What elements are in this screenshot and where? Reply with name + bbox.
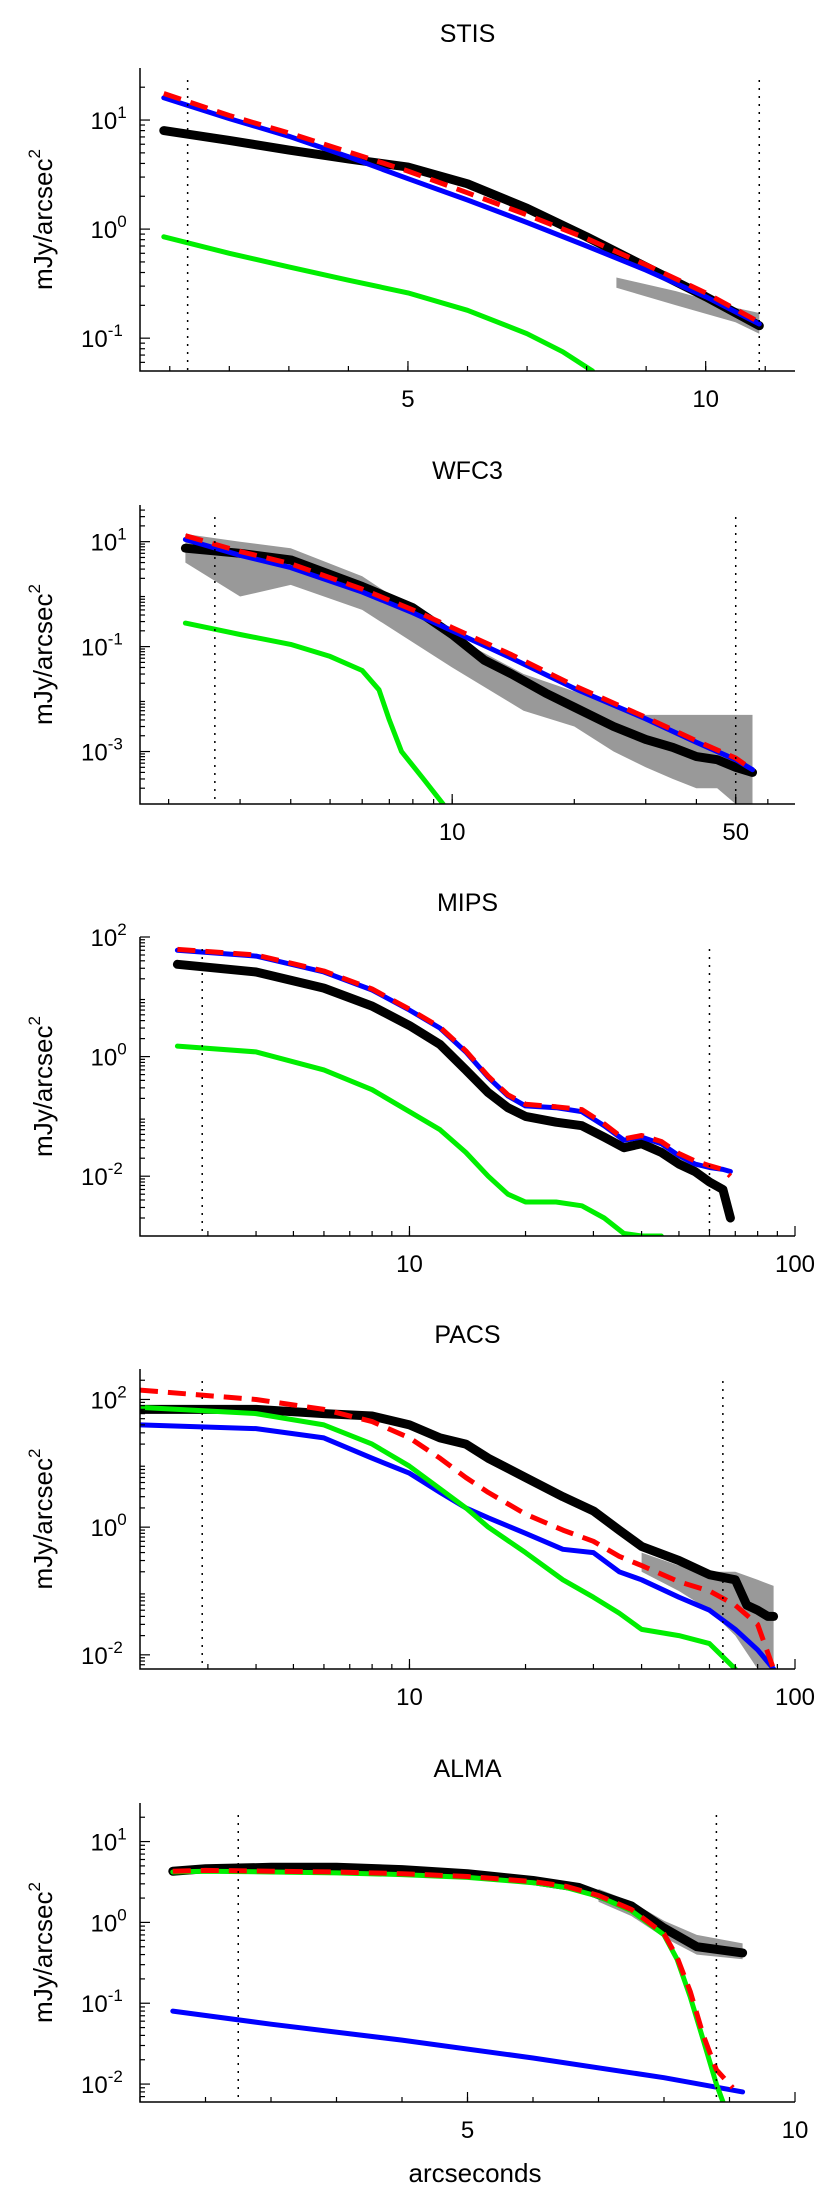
series-line-3: [163, 91, 761, 325]
x-tick-label: 100: [775, 1684, 815, 1711]
y-axis-label: mJy/arcsec2: [25, 149, 58, 290]
panel-alma: ALMA 10-2 10-1 100 101 5 10 mJy/arcsec2: [25, 1755, 808, 2144]
series-line-2: [182, 537, 755, 773]
series-line-2: [140, 1422, 777, 1669]
x-tick-label: 10: [396, 1251, 423, 1278]
y-tick-label: 102: [91, 920, 127, 952]
y-tick-label: 101: [91, 103, 127, 135]
panel-title: ALMA: [433, 1755, 501, 1783]
series-line-2: [177, 946, 733, 1179]
panel-stis: STIS 10-1 100 101 5 10 mJy/arcsec2: [25, 20, 795, 413]
series-line-2: [161, 95, 762, 327]
series-line-2: [170, 2008, 746, 2095]
axes: [139, 68, 795, 372]
uncertainty-band: [616, 277, 760, 334]
panel-title: MIPS: [437, 889, 498, 917]
series-line-3: [170, 1868, 726, 2102]
y-tick-label: 10-1: [81, 321, 123, 353]
y-axis-label: mJy/arcsec2: [25, 584, 58, 725]
y-axis-label: mJy/arcsec2: [25, 1016, 58, 1157]
series-line-4: [172, 1867, 735, 2090]
series-line-0: [172, 959, 735, 1223]
panel-pacs: PACS 10-2 100 102 10 100 mJy/arcsec2: [25, 1321, 815, 1711]
series-line-3: [184, 533, 754, 772]
series-group: [180, 533, 757, 804]
uncertainty-band: [185, 534, 753, 804]
series-line-4: [182, 620, 446, 804]
series-line-4: [161, 234, 595, 371]
x-tick-label: 5: [401, 386, 414, 413]
panel-mips: MIPS 10-2 100 102 10 100 mJy/arcsec2: [25, 889, 815, 1278]
x-tick-label: 100: [775, 1251, 815, 1278]
series-group: [168, 1862, 748, 2102]
x-tick-label: 50: [722, 819, 749, 846]
series-group: [140, 1387, 779, 1669]
y-axis-label: mJy/arcsec2: [25, 1449, 58, 1590]
y-tick-label: 100: [91, 1510, 127, 1542]
y-tick-label: 10-2: [81, 2067, 123, 2099]
y-tick-label: 10-1: [81, 630, 123, 662]
panel-title: WFC3: [432, 457, 503, 485]
x-tick-label: 5: [461, 2117, 474, 2144]
y-tick-label: 101: [91, 1825, 127, 1857]
x-axis-label: arcseconds: [409, 2158, 542, 2188]
y-tick-label: 101: [91, 525, 127, 557]
y-tick-label: 100: [91, 1040, 127, 1072]
series-line-3: [140, 1387, 776, 1669]
y-tick-label: 102: [91, 1382, 127, 1414]
series-group: [159, 91, 764, 371]
axes: [139, 937, 795, 1237]
series-group: [172, 946, 735, 1236]
y-tick-label: 10-1: [81, 1986, 123, 2018]
y-tick-label: 10-2: [81, 1159, 123, 1191]
y-tick-label: 100: [91, 212, 127, 244]
series-line-1: [168, 1862, 748, 1958]
series-line-4: [140, 1404, 738, 1669]
y-tick-label: 10-2: [81, 1638, 123, 1670]
y-tick-label: 10-3: [81, 735, 123, 767]
y-axis-label: mJy/arcsec2: [25, 1882, 58, 2023]
series-line-3: [174, 1043, 664, 1236]
axes: [139, 505, 795, 805]
x-tick-label: 10: [782, 2117, 809, 2144]
y-tick-label: 100: [91, 1905, 127, 1937]
series-line-1: [140, 1404, 779, 1621]
x-tick-label: 10: [396, 1684, 423, 1711]
panel-title: PACS: [434, 1321, 500, 1349]
x-tick-label: 10: [439, 819, 466, 846]
panel-title: STIS: [440, 20, 496, 48]
x-tick-label: 10: [692, 386, 719, 413]
series-line-1: [180, 543, 757, 777]
panel-wfc3: WFC3 10-3 10-1 101 10 50 mJy/arcsec2: [25, 457, 795, 846]
